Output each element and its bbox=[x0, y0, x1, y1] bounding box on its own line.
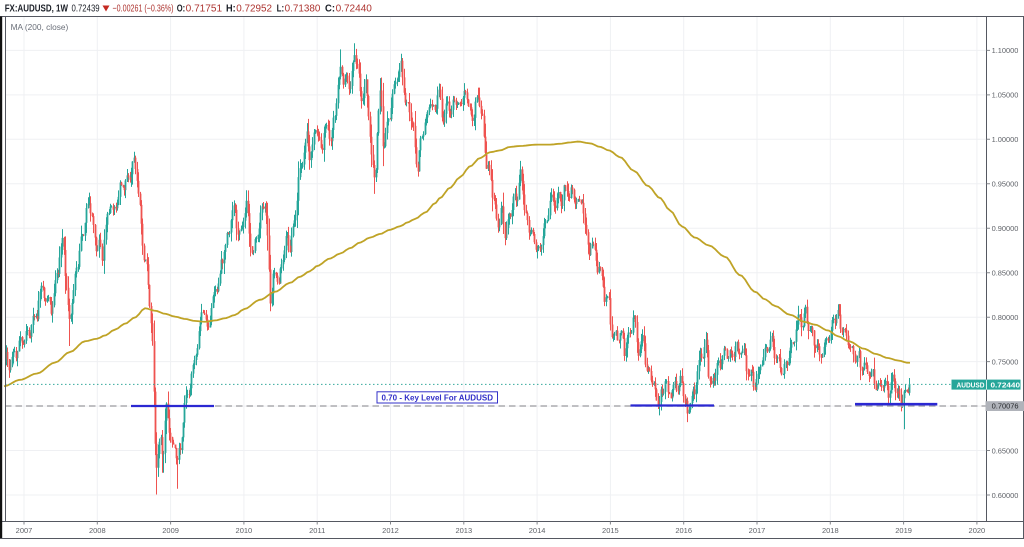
svg-text:MA (200, close): MA (200, close) bbox=[11, 23, 69, 32]
svg-text:0.90000: 0.90000 bbox=[992, 224, 1019, 233]
svg-text:1.00000: 1.00000 bbox=[992, 135, 1019, 144]
svg-text:2014: 2014 bbox=[529, 526, 546, 535]
svg-text:2011: 2011 bbox=[309, 526, 325, 535]
svg-text:2010: 2010 bbox=[236, 526, 253, 535]
svg-text:2018: 2018 bbox=[822, 526, 839, 535]
svg-text:0.80000: 0.80000 bbox=[992, 313, 1019, 322]
svg-text:−0.00261 (−0.36%): −0.00261 (−0.36%) bbox=[113, 3, 174, 14]
svg-text:1.05000: 1.05000 bbox=[992, 91, 1019, 100]
svg-text:FX:AUDUSD, 1W: FX:AUDUSD, 1W bbox=[5, 3, 69, 14]
svg-text:H:: H: bbox=[226, 3, 236, 14]
svg-text:C:: C: bbox=[325, 3, 335, 14]
svg-text:2009: 2009 bbox=[162, 526, 179, 535]
svg-text:L:: L: bbox=[277, 3, 285, 14]
svg-text:0.60000: 0.60000 bbox=[992, 491, 1019, 500]
svg-text:O:: O: bbox=[177, 3, 185, 14]
svg-text:0.70076: 0.70076 bbox=[992, 402, 1019, 411]
svg-text:2016: 2016 bbox=[675, 526, 692, 535]
svg-text:2007: 2007 bbox=[16, 526, 33, 535]
svg-text:0.65000: 0.65000 bbox=[992, 446, 1019, 455]
svg-text:2020: 2020 bbox=[969, 526, 986, 535]
svg-text:0.72440: 0.72440 bbox=[336, 3, 373, 14]
svg-text:0.70 - Key Level For AUDUSD: 0.70 - Key Level For AUDUSD bbox=[382, 393, 494, 402]
svg-text:2012: 2012 bbox=[382, 526, 399, 535]
svg-text:0.95000: 0.95000 bbox=[992, 180, 1019, 189]
svg-text:2013: 2013 bbox=[455, 526, 472, 535]
svg-text:0.72439: 0.72439 bbox=[72, 3, 100, 14]
svg-text:0.72440: 0.72440 bbox=[991, 380, 1021, 389]
svg-text:0.72952: 0.72952 bbox=[236, 3, 272, 14]
svg-text:0.71380: 0.71380 bbox=[285, 3, 321, 14]
svg-text:2017: 2017 bbox=[749, 526, 766, 535]
svg-text:AUDUSD: AUDUSD bbox=[957, 380, 985, 389]
svg-text:2015: 2015 bbox=[602, 526, 619, 535]
svg-text:0.71751: 0.71751 bbox=[186, 3, 222, 14]
svg-text:1.10000: 1.10000 bbox=[992, 46, 1019, 55]
svg-text:2019: 2019 bbox=[895, 526, 912, 535]
svg-text:0.85000: 0.85000 bbox=[992, 269, 1019, 278]
svg-text:0.75000: 0.75000 bbox=[992, 357, 1019, 366]
svg-text:2008: 2008 bbox=[89, 526, 106, 535]
